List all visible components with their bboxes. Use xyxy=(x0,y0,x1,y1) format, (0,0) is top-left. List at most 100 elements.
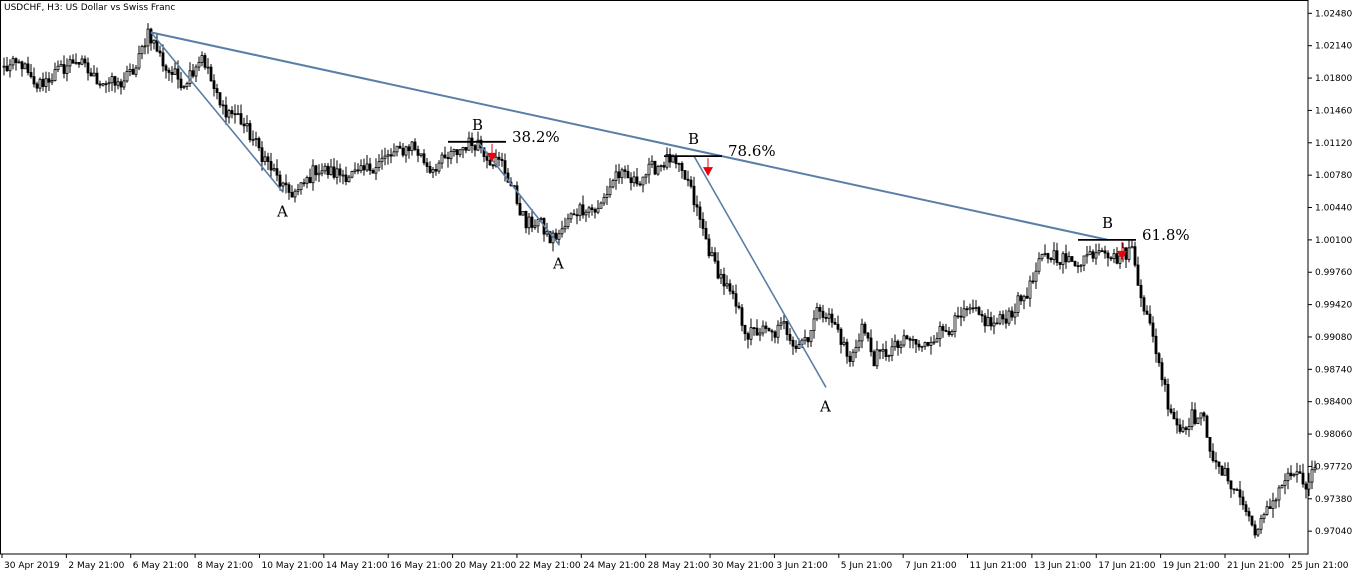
retracement-label: 38.2% xyxy=(512,128,560,146)
candle xyxy=(152,39,156,50)
candle-body xyxy=(536,219,540,227)
candle-body xyxy=(680,162,684,171)
candle-body xyxy=(869,337,873,353)
candle-body xyxy=(950,331,954,336)
candle-body xyxy=(1250,515,1254,526)
candle-body xyxy=(728,283,732,292)
candle-body xyxy=(191,70,195,77)
candle xyxy=(929,336,933,355)
candle-body xyxy=(866,332,870,339)
candle-body xyxy=(953,315,957,333)
candle-body xyxy=(1133,246,1137,266)
candle xyxy=(1301,463,1305,488)
candle-body xyxy=(857,340,861,348)
candle-body xyxy=(848,355,852,362)
candle-body xyxy=(1064,253,1068,263)
candle xyxy=(767,327,771,332)
candle xyxy=(1256,528,1260,537)
candle xyxy=(434,163,438,176)
candle xyxy=(725,275,729,290)
candle xyxy=(1007,307,1011,327)
candle-body xyxy=(956,315,960,318)
plot-border xyxy=(0,0,1309,555)
candle xyxy=(1025,287,1029,299)
candle xyxy=(869,329,873,357)
candle-body xyxy=(212,80,216,89)
candle-body xyxy=(1163,379,1167,385)
impulse-leg xyxy=(693,155,827,388)
candle xyxy=(497,151,501,167)
candle xyxy=(212,74,216,97)
candle xyxy=(884,340,888,361)
candle xyxy=(251,130,255,146)
candle xyxy=(305,175,309,189)
candle-body xyxy=(269,161,273,171)
candle-body xyxy=(788,334,792,341)
candle-body xyxy=(1130,246,1134,249)
candle-body xyxy=(296,189,300,192)
candle xyxy=(1262,512,1266,524)
candle-body xyxy=(614,171,618,182)
candle-body xyxy=(170,72,174,75)
candle xyxy=(632,171,636,187)
candle xyxy=(1106,250,1110,267)
candle-body xyxy=(92,72,96,77)
sell-arrow-icon xyxy=(487,152,497,162)
candle-body xyxy=(389,154,393,157)
candle xyxy=(116,77,120,90)
candle-body xyxy=(557,233,561,240)
candle xyxy=(188,62,192,88)
candle xyxy=(428,161,432,175)
candle-body xyxy=(1025,295,1029,299)
candle xyxy=(1037,252,1041,275)
candle xyxy=(812,310,816,339)
candle-body xyxy=(1229,480,1233,490)
candle-body xyxy=(35,83,39,89)
candle xyxy=(62,55,66,79)
candle-body xyxy=(962,308,966,318)
candle xyxy=(8,59,12,78)
candle xyxy=(407,144,411,159)
candle xyxy=(1229,480,1233,498)
candle xyxy=(920,345,924,352)
candle xyxy=(1043,244,1047,257)
candle-body xyxy=(1088,251,1092,256)
candle-body xyxy=(236,113,240,116)
candle-body xyxy=(251,139,255,142)
candle xyxy=(41,72,45,92)
candle-body xyxy=(371,170,375,174)
candle-body xyxy=(1016,295,1020,313)
x-tick-label: 8 May 21:00 xyxy=(197,561,253,571)
candle-body xyxy=(560,228,564,235)
candle-body xyxy=(1010,310,1014,318)
candle-body xyxy=(17,61,21,64)
candle xyxy=(86,57,90,81)
price-axis: 1.02480 1.02140 1.01800 1.01460 1.01120 1.007… xyxy=(1308,9,1352,537)
candle-body xyxy=(758,332,762,336)
candle-body xyxy=(53,69,57,81)
candle-body xyxy=(737,305,741,309)
candle-body xyxy=(464,146,468,151)
candle-body xyxy=(488,159,492,166)
candle-body xyxy=(575,214,579,217)
candle-body xyxy=(1037,258,1041,272)
candle-body xyxy=(809,330,813,343)
candle-body xyxy=(1106,252,1110,259)
candle xyxy=(902,329,906,348)
candle xyxy=(911,335,915,349)
candle xyxy=(344,166,348,186)
candle-body xyxy=(338,168,342,176)
candle xyxy=(416,145,420,163)
candle-body xyxy=(419,153,423,156)
candle xyxy=(713,247,717,264)
candle xyxy=(77,61,81,68)
candle xyxy=(1139,279,1143,308)
candle xyxy=(821,304,825,323)
candle xyxy=(647,157,651,184)
candle xyxy=(461,146,465,159)
candle xyxy=(1193,402,1197,426)
candle xyxy=(1154,328,1158,363)
candle-body xyxy=(677,162,681,165)
candle xyxy=(1064,244,1068,269)
